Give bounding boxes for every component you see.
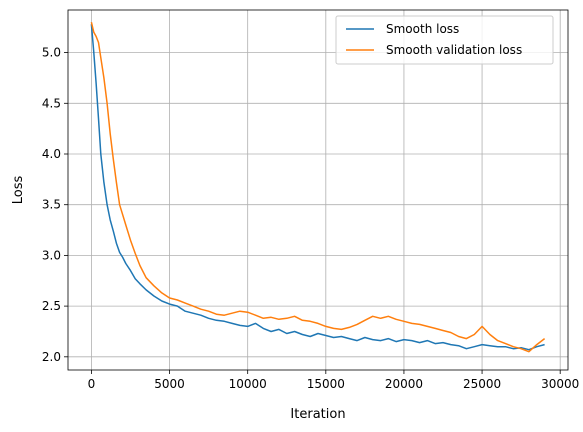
y-tick-label: 2.5	[42, 299, 61, 313]
axis-ticks: 0 5000 10000 15000 20000 25000 30000 2.0 2.5 3.0 3…	[42, 46, 579, 391]
plot-frame	[67, 9, 569, 371]
x-axis-label: Iteration	[290, 407, 345, 422]
x-tick-label: 10000	[229, 377, 267, 391]
y-tick-label: 2.0	[42, 350, 61, 364]
series-line-smooth-validation-loss	[90, 22, 546, 353]
legend-box	[335, 15, 554, 65]
plot-series	[90, 22, 546, 353]
y-tick-label: 3.0	[42, 248, 61, 262]
x-tick-label: 20000	[385, 377, 423, 391]
legend: Smooth loss Smooth validation loss	[335, 15, 554, 65]
series-line-smooth-loss	[90, 24, 545, 351]
x-tick-label: 30000	[541, 377, 579, 391]
x-tick-label: 15000	[307, 377, 345, 391]
y-tick-label: 5.0	[42, 46, 61, 60]
legend-label-smooth-validation-loss: Smooth validation loss	[386, 43, 522, 57]
y-tick-label: 3.5	[42, 198, 61, 212]
x-tick-label: 25000	[463, 377, 501, 391]
legend-label-smooth-loss: Smooth loss	[386, 22, 459, 36]
x-tick-label: 5000	[154, 377, 185, 391]
y-tick-label: 4.5	[42, 96, 61, 110]
y-axis-label: Loss	[11, 176, 26, 205]
y-tick-label: 4.0	[42, 147, 61, 161]
x-tick-label: 0	[88, 377, 96, 391]
